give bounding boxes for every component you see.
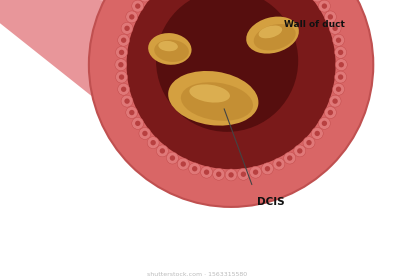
Text: Wall of duct: Wall of duct <box>284 20 345 29</box>
Ellipse shape <box>148 33 192 65</box>
Circle shape <box>192 166 198 171</box>
Circle shape <box>118 34 130 46</box>
Circle shape <box>181 161 186 167</box>
Circle shape <box>294 145 306 157</box>
Circle shape <box>328 110 333 115</box>
Circle shape <box>237 168 249 180</box>
Circle shape <box>328 14 333 20</box>
Circle shape <box>132 117 144 129</box>
Circle shape <box>150 140 156 145</box>
Circle shape <box>314 131 320 136</box>
Circle shape <box>253 169 258 175</box>
Circle shape <box>336 87 341 92</box>
Circle shape <box>129 14 134 20</box>
Circle shape <box>126 11 138 23</box>
Circle shape <box>142 131 148 136</box>
Circle shape <box>339 62 344 67</box>
Circle shape <box>119 74 124 80</box>
Circle shape <box>333 26 338 31</box>
Ellipse shape <box>259 25 282 38</box>
Circle shape <box>124 99 130 104</box>
Circle shape <box>318 0 330 12</box>
Circle shape <box>121 95 133 107</box>
Circle shape <box>119 50 124 55</box>
Circle shape <box>201 166 213 178</box>
Circle shape <box>118 62 124 67</box>
Circle shape <box>139 127 151 139</box>
Circle shape <box>338 50 343 55</box>
Circle shape <box>329 95 341 107</box>
Circle shape <box>177 158 189 170</box>
Polygon shape <box>0 0 373 207</box>
Ellipse shape <box>154 40 189 62</box>
Circle shape <box>324 107 336 118</box>
Circle shape <box>126 107 138 118</box>
Circle shape <box>139 0 151 2</box>
Circle shape <box>287 155 292 161</box>
Circle shape <box>284 152 296 164</box>
Circle shape <box>132 0 144 12</box>
Circle shape <box>204 169 209 175</box>
Circle shape <box>129 110 134 115</box>
Circle shape <box>116 46 128 58</box>
Circle shape <box>166 152 179 164</box>
Circle shape <box>216 172 222 177</box>
Circle shape <box>189 163 201 175</box>
Circle shape <box>115 59 127 71</box>
Ellipse shape <box>222 0 240 207</box>
Circle shape <box>116 71 128 83</box>
Circle shape <box>121 87 126 92</box>
Circle shape <box>333 34 344 46</box>
Circle shape <box>333 83 344 95</box>
Circle shape <box>121 22 133 34</box>
Circle shape <box>276 161 282 167</box>
Circle shape <box>273 158 285 170</box>
Circle shape <box>121 38 126 43</box>
Circle shape <box>297 148 303 153</box>
Circle shape <box>322 121 327 126</box>
Ellipse shape <box>158 41 178 51</box>
Circle shape <box>324 11 336 23</box>
Polygon shape <box>0 0 231 12</box>
Circle shape <box>135 3 141 9</box>
Text: shutterstock.com · 1563315580: shutterstock.com · 1563315580 <box>147 272 248 277</box>
Circle shape <box>335 59 347 71</box>
Circle shape <box>329 22 341 34</box>
Ellipse shape <box>246 17 299 54</box>
Circle shape <box>170 155 175 161</box>
Circle shape <box>322 3 327 9</box>
Circle shape <box>311 127 323 139</box>
Circle shape <box>335 46 346 58</box>
Circle shape <box>336 38 341 43</box>
Circle shape <box>124 26 130 31</box>
Circle shape <box>265 166 270 171</box>
Ellipse shape <box>168 71 258 126</box>
Circle shape <box>303 137 315 149</box>
Circle shape <box>228 172 234 178</box>
Circle shape <box>89 0 373 207</box>
Circle shape <box>241 172 246 177</box>
Circle shape <box>250 166 261 178</box>
Circle shape <box>311 0 323 2</box>
Circle shape <box>333 99 338 104</box>
Circle shape <box>135 121 141 126</box>
Circle shape <box>335 71 346 83</box>
Circle shape <box>156 145 168 157</box>
Ellipse shape <box>189 84 230 102</box>
Circle shape <box>160 148 165 153</box>
Circle shape <box>261 163 273 175</box>
Circle shape <box>225 169 237 181</box>
Ellipse shape <box>181 82 253 121</box>
Circle shape <box>147 137 159 149</box>
Ellipse shape <box>254 24 296 50</box>
Circle shape <box>118 83 130 95</box>
Text: DCIS: DCIS <box>257 197 284 207</box>
Circle shape <box>338 74 343 80</box>
Circle shape <box>156 0 298 132</box>
Circle shape <box>126 0 336 169</box>
Circle shape <box>318 117 330 129</box>
Circle shape <box>306 140 312 145</box>
Circle shape <box>213 168 225 180</box>
